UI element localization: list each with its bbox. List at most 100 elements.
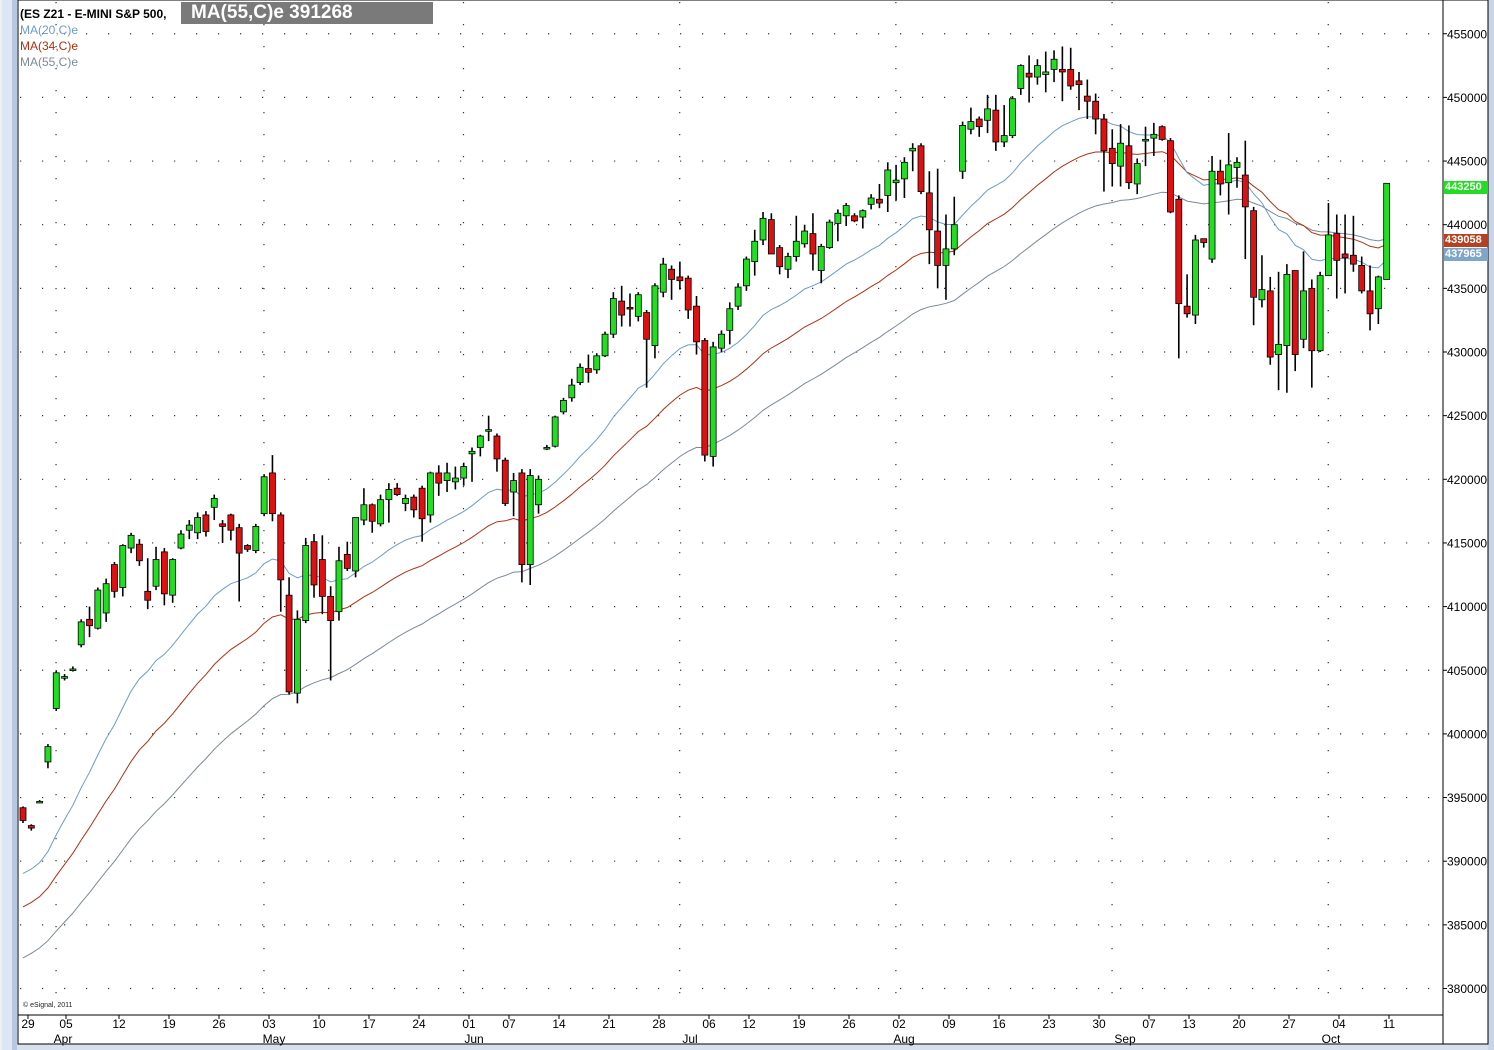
candle-body bbox=[1150, 133, 1158, 139]
x-tick-label: 19 bbox=[162, 1017, 176, 1031]
candle bbox=[1341, 214, 1349, 294]
candle bbox=[1233, 157, 1241, 188]
candle bbox=[269, 455, 276, 522]
candle bbox=[1316, 271, 1324, 352]
candle bbox=[77, 619, 85, 648]
candle bbox=[984, 94, 991, 134]
candle-body bbox=[518, 472, 526, 565]
candle bbox=[443, 462, 451, 493]
candle-body bbox=[1175, 198, 1183, 305]
candle-body bbox=[393, 487, 401, 495]
y-tick-label: 435000 bbox=[1447, 282, 1487, 296]
candle-body bbox=[335, 560, 343, 613]
candle bbox=[1250, 206, 1258, 326]
legend-ma55[interactable]: MA(55,C)e bbox=[20, 55, 79, 69]
price-axis-panel[interactable] bbox=[1442, 0, 1489, 1045]
candle bbox=[169, 558, 177, 603]
x-tick-label: 06 bbox=[702, 1017, 716, 1031]
plot-area[interactable] bbox=[17, 0, 1444, 1016]
candle bbox=[743, 256, 750, 291]
candle bbox=[1050, 50, 1058, 83]
candle bbox=[352, 517, 360, 578]
cursor-tooltip: MA(55,C)e 391268 bbox=[181, 2, 433, 24]
candle bbox=[111, 562, 118, 598]
candle-body bbox=[1000, 135, 1008, 143]
candle bbox=[676, 261, 684, 290]
candle bbox=[1133, 158, 1141, 195]
x-axis: 29 05 12 19 26 03 10 17 24 01 07 14 21 28 06 12 19 26 02 09… bbox=[21, 1015, 1396, 1046]
candle-body bbox=[1250, 210, 1258, 298]
candle bbox=[718, 330, 725, 352]
candle-body bbox=[543, 447, 551, 450]
candle-body bbox=[318, 559, 326, 597]
y-tick-label: 455000 bbox=[1447, 27, 1487, 41]
x-month-label: Oct bbox=[1322, 1032, 1341, 1046]
candle-body bbox=[377, 499, 384, 525]
candle-body bbox=[1117, 142, 1124, 167]
candle-body bbox=[501, 459, 509, 504]
candle bbox=[934, 168, 942, 289]
candle bbox=[1192, 234, 1199, 324]
x-tick-label: 14 bbox=[552, 1017, 566, 1031]
candle-body bbox=[601, 333, 609, 357]
candle bbox=[1300, 251, 1307, 349]
candle bbox=[626, 293, 634, 327]
legend-ma20[interactable]: MA(20,C)e bbox=[20, 23, 79, 37]
candle bbox=[634, 292, 642, 322]
candle-body bbox=[576, 366, 584, 383]
candle-body bbox=[285, 594, 293, 693]
legend: (ES Z21 - E-MINI S&P 500, MA(20,C)e MA(3… bbox=[20, 6, 167, 70]
time-axis-panel[interactable] bbox=[17, 1014, 1444, 1045]
candle-body bbox=[826, 221, 833, 249]
candle-body bbox=[1283, 273, 1291, 347]
candle-body bbox=[244, 545, 251, 550]
candle bbox=[551, 415, 559, 448]
candle bbox=[643, 309, 651, 388]
candle-body bbox=[435, 472, 443, 484]
candle-body bbox=[427, 472, 434, 516]
candle-body bbox=[177, 533, 185, 549]
candle bbox=[975, 116, 983, 137]
candle-body bbox=[834, 212, 842, 224]
legend-ma34[interactable]: MA(34,C)e bbox=[20, 39, 79, 53]
x-tick-label: 17 bbox=[362, 1017, 376, 1031]
candle-body bbox=[451, 477, 459, 483]
x-month-label: Sep bbox=[1114, 1032, 1136, 1046]
candle-body bbox=[1225, 164, 1233, 184]
candle bbox=[476, 434, 484, 457]
y-tick-label: 430000 bbox=[1447, 346, 1487, 360]
x-month-label: Jun bbox=[464, 1032, 483, 1046]
candle-body bbox=[593, 355, 601, 371]
candle bbox=[1200, 238, 1208, 248]
x-tick-label: 09 bbox=[942, 1017, 956, 1031]
candle-body bbox=[302, 545, 310, 622]
candle-body bbox=[210, 497, 218, 508]
candle bbox=[152, 546, 160, 591]
y-tick-label: 410000 bbox=[1447, 600, 1487, 614]
candle bbox=[659, 257, 667, 298]
candle-body bbox=[726, 308, 734, 331]
candle-body bbox=[1325, 234, 1332, 277]
x-tick-label: 26 bbox=[842, 1017, 856, 1031]
candle bbox=[310, 534, 318, 598]
candle-body bbox=[1167, 140, 1174, 213]
candle bbox=[343, 541, 351, 571]
candle-body bbox=[743, 258, 750, 287]
y-tick-label: 440000 bbox=[1447, 218, 1487, 232]
candle bbox=[36, 800, 44, 804]
candle-body bbox=[568, 384, 576, 399]
candle-body bbox=[1308, 287, 1316, 352]
candle bbox=[925, 171, 933, 265]
candle-body bbox=[136, 543, 143, 562]
x-tick-label: 16 bbox=[992, 1017, 1006, 1031]
candle-body bbox=[1017, 65, 1025, 89]
x-tick-label: 12 bbox=[742, 1017, 756, 1031]
price-tag-ma20: 437965 bbox=[1444, 248, 1488, 261]
candle-body bbox=[77, 621, 85, 646]
candle-body bbox=[144, 590, 152, 601]
candle-body bbox=[1050, 58, 1058, 70]
candle bbox=[942, 214, 950, 300]
candle-body bbox=[476, 435, 484, 448]
candle bbox=[851, 213, 858, 223]
candle bbox=[767, 213, 775, 255]
